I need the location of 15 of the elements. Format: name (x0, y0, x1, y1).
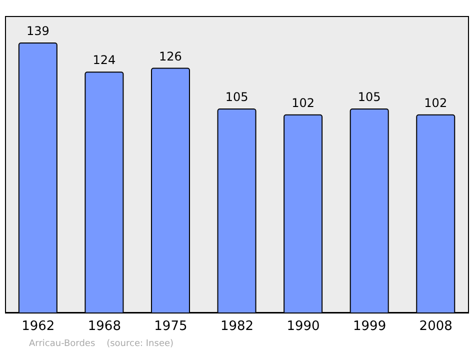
x-tick-label: 1999 (353, 319, 386, 334)
data-label: 105 (225, 90, 248, 104)
x-tick-label: 1990 (286, 319, 320, 334)
data-label: 126 (159, 49, 182, 64)
data-label: 102 (424, 96, 448, 110)
x-tick-label: 1968 (88, 319, 121, 334)
data-label: 102 (292, 96, 315, 110)
data-label: 139 (26, 24, 50, 38)
data-label: 124 (92, 53, 116, 68)
text: Arricau-Bordes (source: Insee) (29, 339, 174, 349)
x-tick-label: 1982 (220, 319, 254, 334)
data-label: 105 (358, 90, 381, 104)
x-tick-label: 2008 (419, 319, 452, 334)
x-tick-label: 1975 (154, 319, 188, 334)
x-tick-label: 1962 (22, 319, 55, 334)
